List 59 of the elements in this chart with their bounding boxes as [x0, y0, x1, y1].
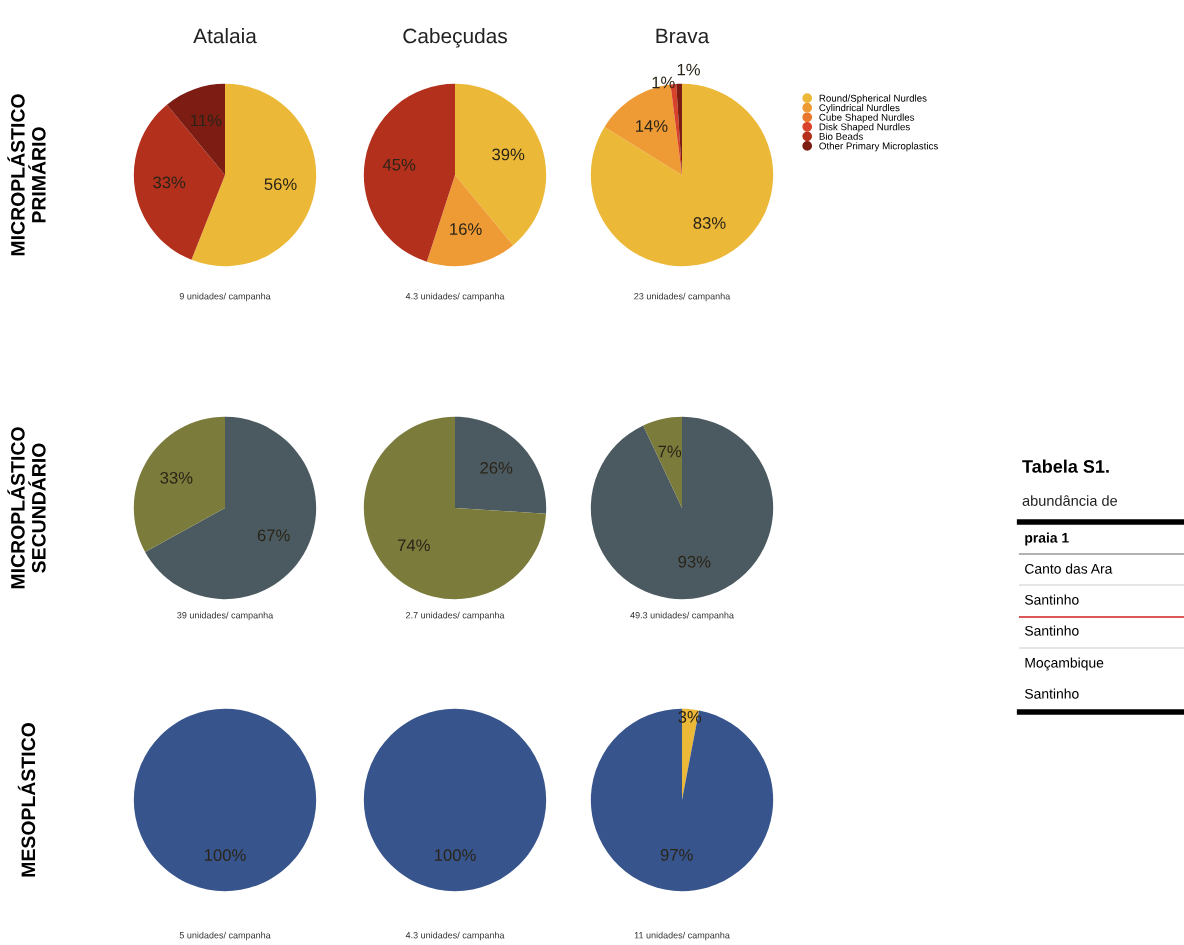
- data-label: 97%: [660, 848, 693, 861]
- legend-label: Disk Shaped Nurdles: [819, 123, 910, 133]
- data-label: 45%: [382, 158, 416, 171]
- text: Moçambique: [1025, 657, 1104, 671]
- legend-label: Bio Beads: [819, 132, 863, 140]
- text: Santinho: [1025, 688, 1079, 699]
- text: 4.3 unidades/ campanha: [405, 931, 505, 941]
- pie-slice: [166, 83, 225, 175]
- data-label: 1%: [677, 63, 700, 76]
- text: abundância de: [1022, 495, 1118, 506]
- data-label: 100%: [204, 849, 246, 861]
- data-label: 33%: [160, 471, 193, 484]
- text: MICROPLÁSTICO PRIMÁRIO: [7, 94, 46, 256]
- text: 23 unidades/ campanha: [634, 292, 731, 302]
- pie-slice: [133, 104, 225, 260]
- legend-label: Cube Shaped Nurdles: [819, 113, 915, 123]
- text: 4.3 unidades/ campanha: [405, 292, 505, 302]
- text: 49.3 unidades/ campanha: [630, 611, 734, 621]
- data-label: 39%: [492, 148, 525, 161]
- text: MICROPLÁSTICO SECUNDÁRIO: [7, 427, 46, 589]
- data-label: 7%: [658, 445, 682, 458]
- data-label: 56%: [264, 178, 297, 191]
- text: MESOPLÁSTICO: [17, 723, 36, 877]
- text: Santinho: [1025, 625, 1079, 636]
- chart-title: Cabeçudas: [403, 28, 507, 48]
- data-label: 1%: [652, 76, 675, 89]
- data-label: 74%: [397, 539, 430, 552]
- pie-slice: [455, 416, 547, 514]
- pie-slice: [191, 83, 317, 267]
- text: 5 unidades/ campanha: [179, 931, 271, 941]
- data-label: 26%: [480, 461, 513, 474]
- chart-title: Brava: [656, 28, 710, 44]
- text: 39 unidades/ campanha: [177, 611, 274, 621]
- text: Canto das Ara: [1025, 563, 1113, 574]
- text: Santinho: [1025, 594, 1079, 605]
- pie-slice: [426, 175, 514, 267]
- text: 2.7 unidades/ campanha: [406, 611, 505, 621]
- data-label: 16%: [450, 223, 482, 235]
- pie-slice: [133, 416, 225, 552]
- text: 9 unidades/ campanha: [179, 292, 271, 302]
- text: 11 unidades/ campanha: [634, 931, 730, 941]
- data-label: 33%: [153, 176, 186, 189]
- legend-label: Other Primary Microplastics: [819, 142, 938, 152]
- data-label: 100%: [434, 849, 476, 861]
- pie-slice: [363, 416, 546, 600]
- data-label: 67%: [257, 529, 290, 542]
- data-label: 83%: [693, 217, 726, 229]
- text: praia 1: [1025, 532, 1069, 546]
- pie-slice: [145, 416, 317, 600]
- pie-slice: [590, 708, 774, 892]
- data-label: 14%: [636, 120, 668, 132]
- pie-slice: [590, 416, 774, 600]
- pie-slice: [643, 416, 682, 508]
- text: Tabela S1.: [1022, 459, 1109, 473]
- data-label: 11%: [191, 114, 222, 127]
- chart-title: Atalaia: [193, 28, 257, 44]
- legend-label: Cylindrical Nurdles: [819, 104, 900, 114]
- legend-label: Round/Spherical Nurdles: [819, 94, 927, 104]
- data-label: 93%: [678, 555, 711, 568]
